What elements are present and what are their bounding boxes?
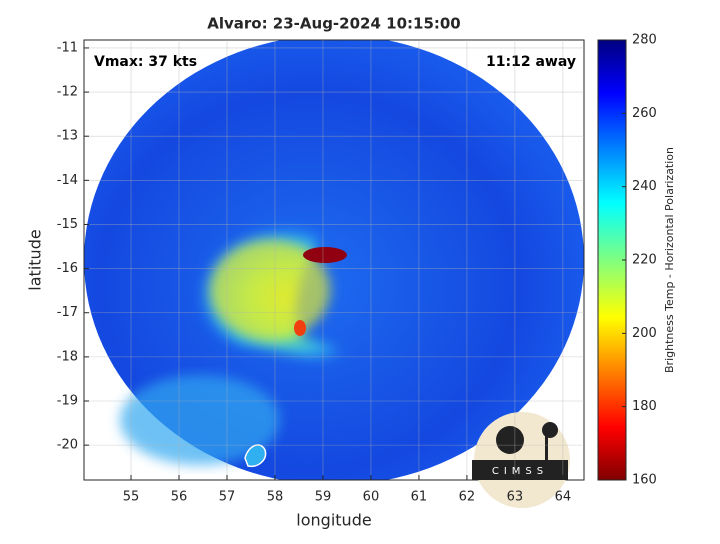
- colorbar-tick-label: 200: [632, 326, 657, 341]
- y-axis-label: latitude: [26, 229, 45, 290]
- y-tick-label: -20: [57, 438, 78, 453]
- y-tick-label: -11: [57, 40, 78, 55]
- y-tick-label: -13: [57, 129, 78, 144]
- x-tick-label: 57: [219, 490, 236, 505]
- chart-title: Alvaro: 23-Aug-2024 10:15:00: [207, 15, 461, 33]
- x-tick-label: 63: [507, 490, 524, 505]
- x-tick-label: 55: [123, 490, 140, 505]
- colorbar: [597, 39, 627, 481]
- x-tick-label: 61: [411, 490, 428, 505]
- y-tick-label: -18: [57, 349, 78, 364]
- satellite-image: [84, 40, 584, 480]
- cimss-logo: CIMSS: [472, 412, 570, 508]
- logo-text: CIMSS: [492, 466, 548, 477]
- y-tick-label: -16: [57, 261, 78, 276]
- x-tick-label: 56: [171, 490, 188, 505]
- colorbar-tick-label: 180: [632, 399, 657, 414]
- y-tick-label: -19: [57, 394, 78, 409]
- y-tick-label: -15: [57, 217, 78, 232]
- y-tick-label: -17: [57, 305, 78, 320]
- colorbar-tick-label: 260: [632, 106, 657, 121]
- colorbar-tick-label: 160: [632, 473, 657, 488]
- x-tick-label: 58: [267, 490, 284, 505]
- annotation: 11:12 away: [486, 54, 576, 70]
- x-tick-label: 59: [315, 490, 332, 505]
- colorbar-tick-label: 220: [632, 253, 657, 268]
- colorbar-tick-label: 240: [632, 179, 657, 194]
- x-tick-label: 64: [555, 490, 572, 505]
- y-tick-label: -12: [57, 85, 78, 100]
- annotation: Vmax: 37 kts: [94, 54, 197, 70]
- colorbar-label: Brightness Temp - Horizontal Polarizatio…: [663, 147, 676, 373]
- plot-frame: [83, 39, 585, 481]
- x-tick-label: 62: [459, 490, 476, 505]
- colorbar-tick-label: 280: [632, 33, 657, 48]
- x-tick-label: 60: [363, 490, 380, 505]
- x-axis-label: longitude: [296, 511, 371, 530]
- y-tick-label: -14: [57, 173, 78, 188]
